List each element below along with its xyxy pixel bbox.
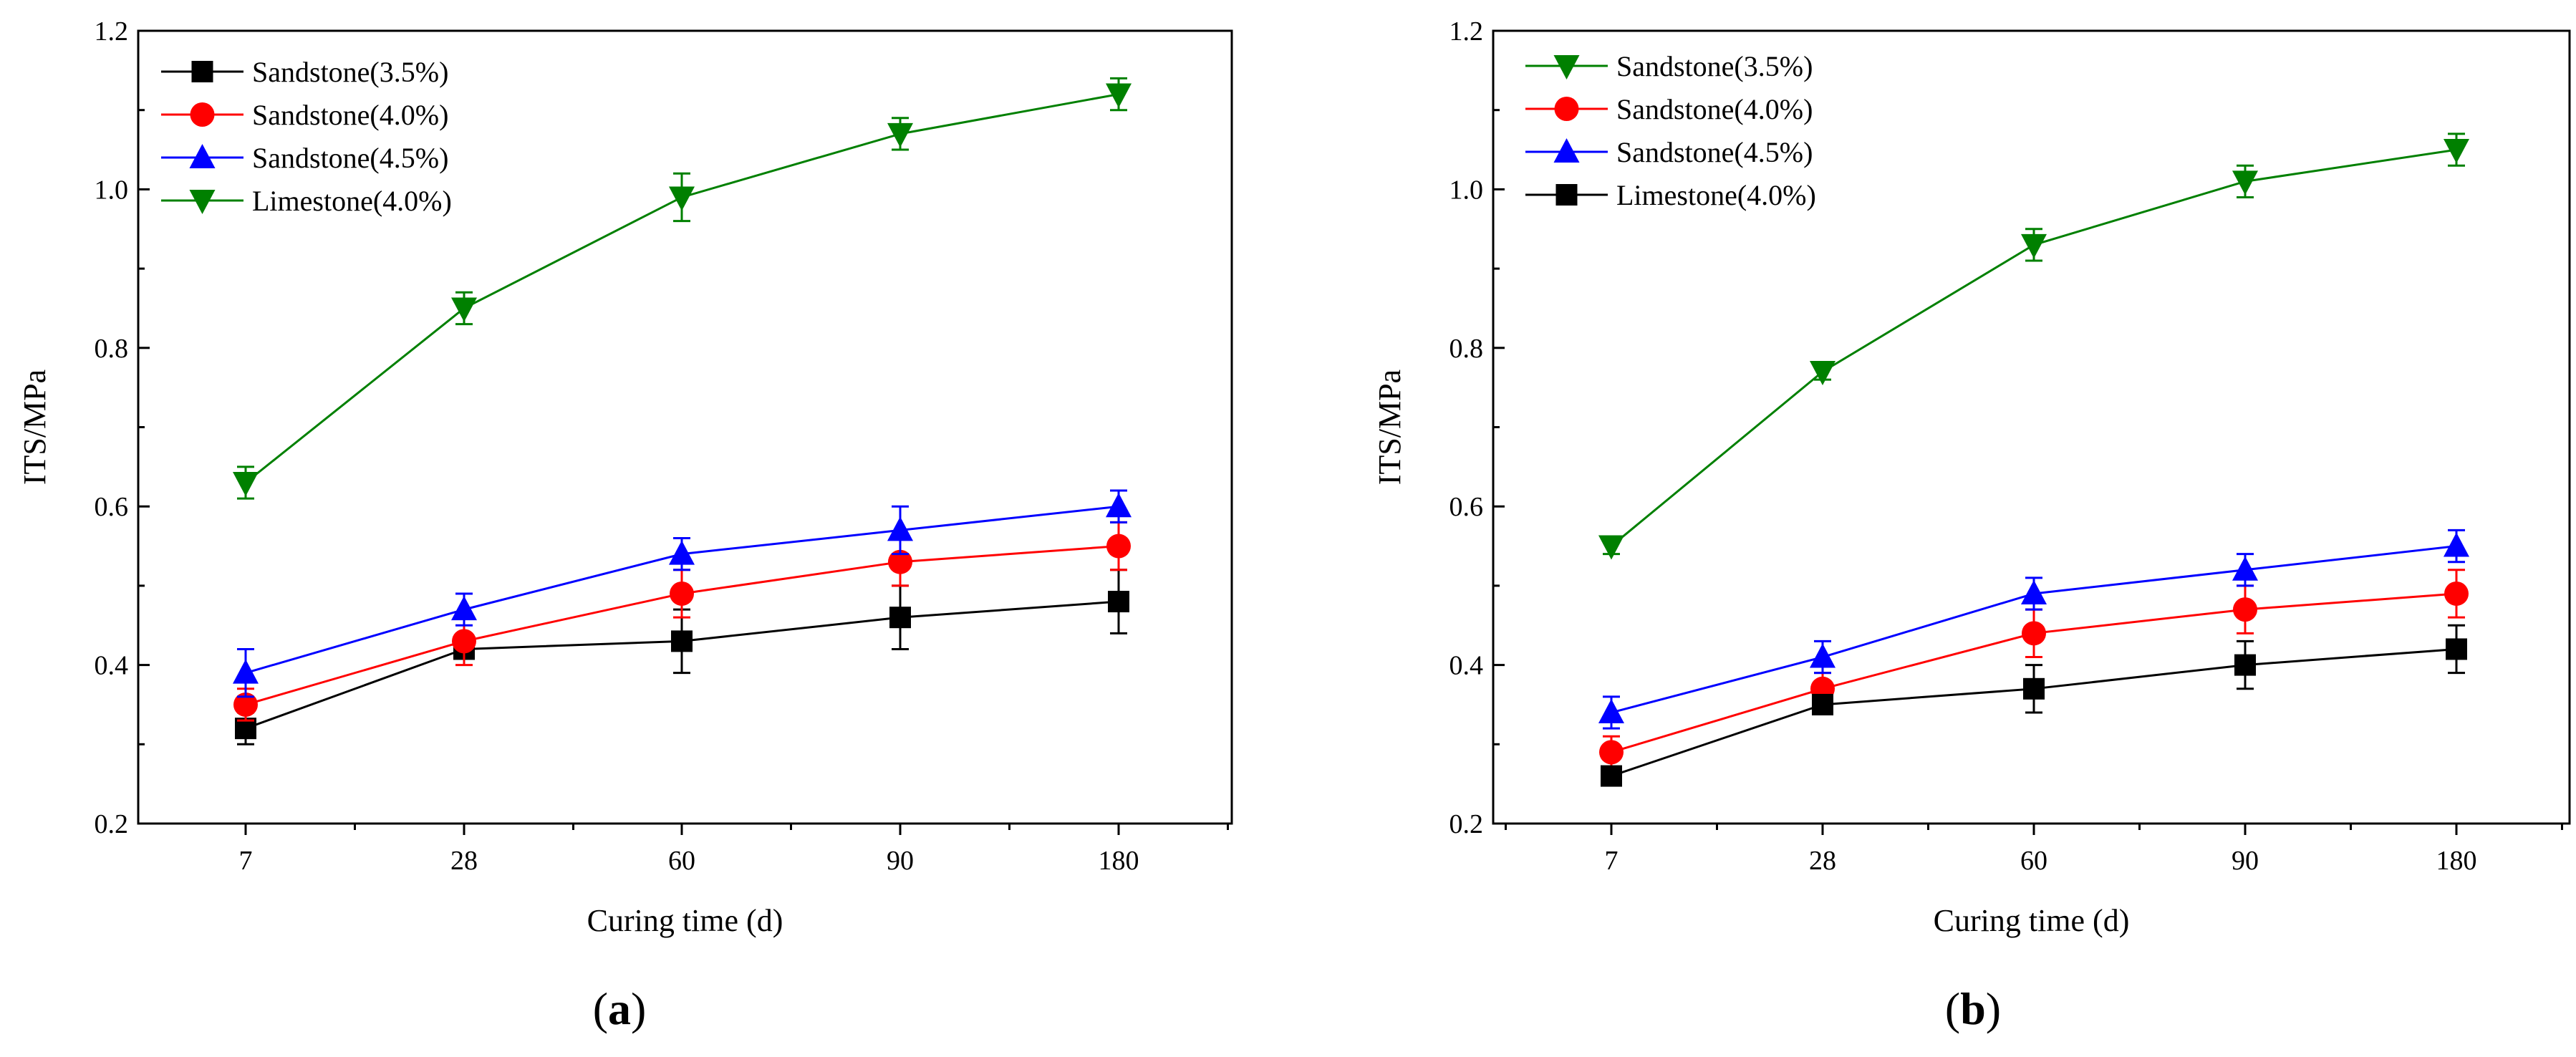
data-point [451,596,477,621]
x-tick-label: 60 [668,846,695,876]
legend-label: Sandstone(4.0%) [252,99,448,131]
y-tick-label: 1.0 [1449,175,1484,205]
data-point [2022,621,2046,646]
y-tick-label: 0.6 [1449,492,1484,522]
legend: Sandstone(3.5%) Sandstone(4.0%) Sandstone(… [161,56,452,217]
legend-label: Sandstone(4.0%) [1616,93,1813,125]
y-tick-label: 0.8 [95,334,129,364]
y-axis-title: ITS/MPa [1372,370,1407,485]
legend-label: Sandstone(3.5%) [1616,50,1813,82]
x-tick-label: 180 [1099,846,1139,876]
legend-marker [1553,138,1580,163]
data-point [2444,581,2469,606]
x-tick-label: 90 [887,846,914,876]
data-point [1598,699,1624,724]
data-point [452,629,476,654]
data-point [887,516,913,541]
x-tick-label: 7 [1605,846,1619,876]
data-point [233,692,258,717]
data-point [1810,361,1835,386]
y-tick-label: 0.4 [1449,651,1484,681]
data-point [669,186,695,211]
legend-label: Sandstone(4.5%) [1616,136,1813,168]
data-point [1599,740,1624,765]
data-point [2233,597,2257,622]
chart-panel-a: 0.2 0.4 0.6 0.8 1.0 1.2 7 28 60 90 180 Curing time … [17,16,1233,1034]
data-point [1810,643,1835,668]
panel-label: (b) [1945,983,2001,1034]
chart-panel-b: 0.2 0.4 0.6 0.8 1.0 1.2 7 28 60 90 180 Curing time … [1372,16,2571,1034]
series-0 [235,569,1129,745]
x-axis-title: Curing time (d) [1934,903,2130,938]
data-point [2023,677,2045,700]
x-tick-label: 60 [2020,846,2047,876]
data-point [1598,535,1624,560]
data-point [671,630,693,652]
legend-label: Sandstone(4.5%) [252,142,448,174]
x-tick-label: 7 [239,846,253,876]
legend-marker [191,61,213,82]
data-point [451,297,477,322]
series-1 [1599,569,2469,770]
x-tick-label: 28 [1809,846,1836,876]
data-point [1106,534,1131,559]
data-point [233,659,259,684]
data-point [670,581,694,606]
y-tick-label: 0.6 [95,492,129,522]
y-tick-label: 0.2 [95,809,129,839]
data-point [2232,556,2258,581]
legend-label: Sandstone(3.5%) [252,56,448,88]
data-point [1601,765,1622,787]
data-point [889,607,911,629]
legend-label: Limestone(4.0%) [1616,179,1816,211]
series-1 [233,521,1131,722]
series-2 [233,489,1132,698]
data-point [2021,579,2047,604]
legend-marker [1555,184,1578,206]
data-point [2232,170,2258,196]
legend: Sandstone(3.5%) Sandstone(4.0%) Sandstone(… [1525,50,1816,211]
series-3 [233,77,1132,500]
y-tick-label: 1.0 [95,175,129,205]
data-point [2234,654,2256,676]
x-axis-title: Curing time (d) [587,903,783,938]
data-point [1106,493,1132,518]
legend-marker [189,144,216,168]
data-point [2446,638,2467,660]
data-point [1812,693,1833,715]
data-point [2021,233,2047,259]
series-3 [1601,624,2467,787]
x-tick-label: 180 [2436,846,2477,876]
data-point [1108,591,1129,613]
x-tick-label: 90 [2232,846,2259,876]
y-tick-label: 1.2 [1449,16,1484,47]
data-point [1106,83,1132,108]
legend-label: Limestone(4.0%) [252,185,452,217]
series-2 [1598,528,2469,730]
data-point [669,540,695,565]
y-tick-label: 0.8 [1449,334,1484,364]
x-tick-label: 28 [450,846,478,876]
legend-marker [189,190,216,214]
legend-marker [1553,55,1580,79]
y-tick-label: 1.2 [95,16,129,47]
data-point [887,122,913,148]
data-point [233,471,259,496]
y-axis-title: ITS/MPa [17,370,52,485]
y-tick-label: 0.2 [1449,809,1484,839]
series-0 [1598,132,2469,560]
data-point [888,549,912,574]
panel-label: (a) [593,983,647,1034]
data-point [2444,532,2469,557]
y-tick-label: 0.4 [95,651,129,681]
data-point [2444,139,2469,164]
legend-marker [1554,97,1579,121]
legend-marker [190,102,215,127]
